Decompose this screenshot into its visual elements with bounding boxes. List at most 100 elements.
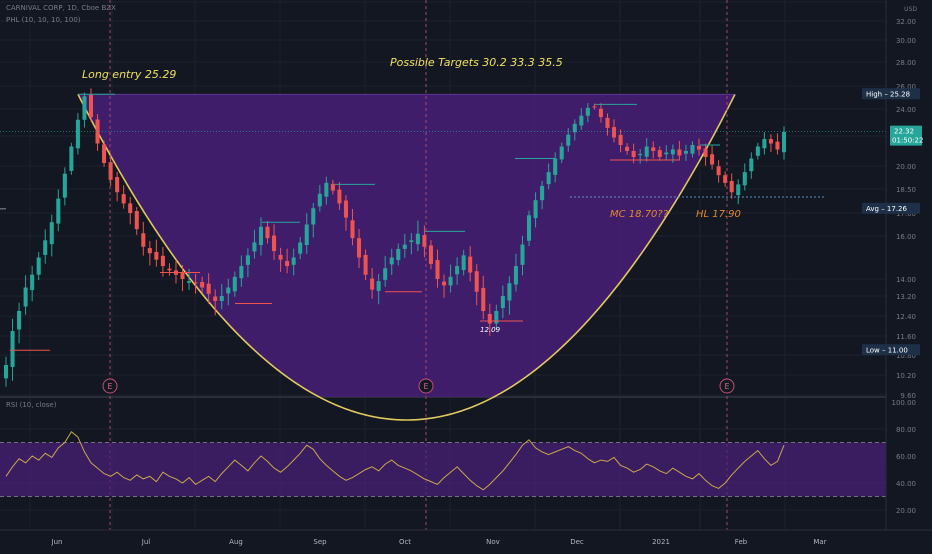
candle-109 [716, 166, 721, 176]
rsi-line [5, 430, 785, 491]
price-axis[interactable]: USD32.0030.0028.0026.0024.0022.0020.0018… [862, 0, 932, 550]
hl-label: HL 17.90 [696, 209, 741, 220]
candle-89 [585, 107, 590, 116]
price-tick-5: 24.00 [896, 106, 916, 114]
candle-11 [75, 119, 80, 149]
candle-99 [651, 147, 656, 151]
candle-52 [343, 200, 348, 218]
time-tick-4: Oct [399, 538, 411, 546]
time-axis-bg [0, 530, 932, 550]
candle-108 [710, 154, 715, 165]
candle-14 [95, 119, 100, 144]
candle-24 [160, 255, 165, 267]
candle-33 [219, 296, 224, 301]
price-marker-label-3: Low – 11.00 [866, 346, 908, 354]
candle-21 [141, 233, 146, 247]
candle-96 [631, 151, 636, 157]
rsi-tick-4: 20.00 [896, 507, 916, 515]
candle-73 [481, 287, 486, 311]
mc-label: MC 18.70?? [610, 209, 669, 220]
candle-35 [232, 276, 237, 292]
candle-20 [134, 211, 139, 230]
candle-8 [56, 198, 61, 224]
rsi-panel [0, 430, 886, 497]
candle-7 [49, 222, 54, 245]
candle-82 [540, 185, 545, 201]
candle-112 [736, 184, 741, 196]
candle-65 [428, 245, 433, 264]
candle-60 [396, 248, 401, 261]
time-tick-7: 2021 [652, 538, 670, 546]
candle-91 [598, 108, 603, 118]
candle-103 [677, 149, 682, 156]
time-axis[interactable]: Jun Jul Aug Sep Oct Nov Dec 2021 Feb Mar [0, 529, 932, 550]
candle-106 [696, 145, 702, 150]
candle-1 [10, 331, 15, 367]
time-tick-6: Dec [570, 538, 584, 546]
candle-119 [781, 131, 787, 153]
candle-12 [82, 96, 87, 120]
candle-92 [605, 117, 610, 128]
candle-44 [291, 257, 296, 265]
candle-47 [311, 208, 316, 225]
candle-110 [723, 175, 728, 183]
candle-59 [389, 257, 394, 265]
candle-111 [729, 181, 734, 193]
candle-71 [468, 256, 473, 273]
candle-53 [350, 220, 355, 239]
candle-16 [108, 162, 113, 180]
candle-43 [285, 260, 290, 267]
price-tick-13: 12.40 [896, 313, 916, 321]
earnings-label-2: E [724, 382, 729, 391]
candle-2 [17, 311, 22, 330]
currency-label: USD [904, 6, 917, 13]
time-tick-0: Jun [51, 538, 63, 546]
candle-104 [683, 151, 688, 154]
candle-100 [657, 150, 662, 157]
candle-76 [500, 296, 505, 308]
candle-115 [755, 146, 760, 156]
earnings-marker-0 [102, 378, 118, 394]
symbol-title[interactable]: CARNIVAL CORP, 1D, Cboe BZX [6, 4, 116, 12]
price-tick-3: 28.00 [896, 59, 916, 67]
candle-18 [121, 194, 126, 204]
price-marker-0 [862, 88, 920, 100]
candle-81 [533, 200, 538, 219]
candle-113 [742, 172, 747, 186]
candle-114 [749, 158, 754, 172]
candle-74 [487, 314, 492, 324]
price-marker-label-1: 22.32 [894, 128, 914, 136]
candle-40 [265, 226, 270, 239]
candle-15 [102, 144, 107, 163]
candle-46 [304, 224, 309, 246]
candle-85 [559, 146, 564, 160]
price-tick-11: 14.00 [896, 276, 916, 284]
time-tick-8: Feb [735, 538, 748, 546]
earnings-marker-2 [719, 378, 735, 394]
price-tick-7: 20.00 [896, 163, 916, 171]
candle-41 [272, 235, 277, 252]
candle-87 [572, 123, 577, 133]
candle-69 [455, 266, 460, 275]
price-marker-label-2: Avg – 17.26 [866, 205, 908, 213]
cup-zone [77, 93, 736, 421]
time-tick-5: Nov [486, 538, 500, 546]
price-marker-3 [862, 344, 920, 356]
candle-25 [167, 268, 172, 271]
candle-107 [703, 148, 708, 157]
candle-67 [442, 281, 447, 286]
candle-77 [507, 283, 512, 301]
rsi-tick-1: 80.00 [896, 426, 916, 434]
candle-95 [625, 146, 630, 151]
rsi-title[interactable]: RSI (10, close) [6, 401, 57, 409]
indicator-title[interactable]: PHL (10, 10, 10, 100) [6, 16, 81, 24]
candle-75 [494, 311, 499, 324]
price-tick-15: 10.80 [896, 352, 916, 360]
candle-3 [23, 287, 28, 307]
candle-101 [664, 152, 669, 155]
rsi-band [0, 442, 886, 497]
candle-37 [245, 255, 250, 265]
price-marker-label-0: High – 25.28 [866, 90, 910, 98]
